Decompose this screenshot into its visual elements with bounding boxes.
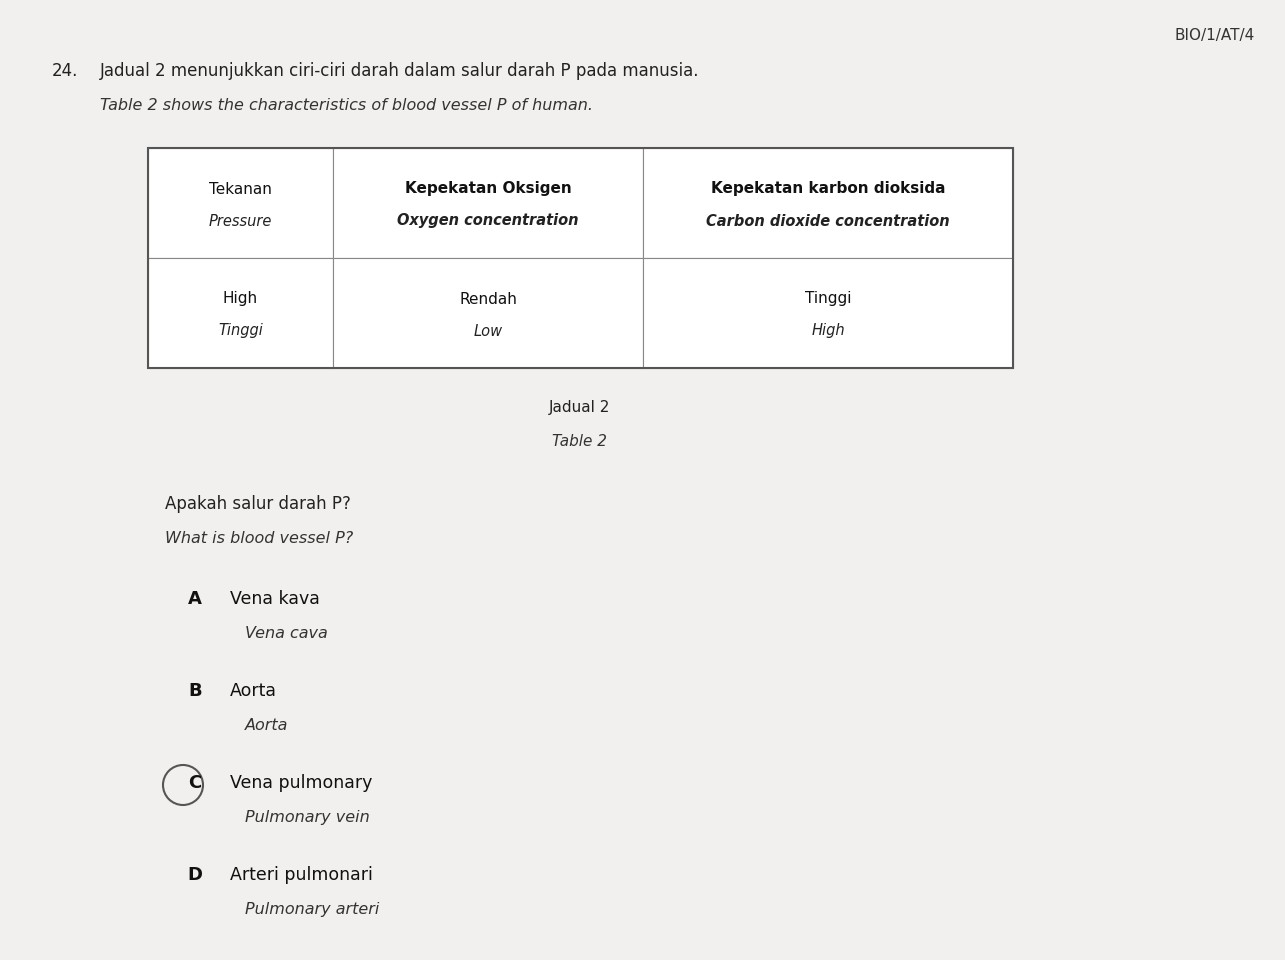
Text: Table 2: Table 2 [553,434,608,449]
Bar [148,148,1013,368]
Text: Oxygen concentration: Oxygen concentration [397,213,578,228]
Text: Tinggi: Tinggi [804,292,851,306]
Bar [642,258,1013,368]
Text: 24.: 24. [51,62,78,80]
Text: Kepekatan Oksigen: Kepekatan Oksigen [405,181,572,197]
Text: Pulmonary arteri: Pulmonary arteri [245,902,379,917]
Text: What is blood vessel P?: What is blood vessel P? [164,531,353,546]
Text: D: D [188,866,203,884]
Text: BIO/1/AT/4: BIO/1/AT/4 [1174,28,1255,43]
Bar [333,258,642,368]
Text: Table 2 shows the characteristics of blood vessel P of human.: Table 2 shows the characteristics of blo… [100,98,592,113]
Bar [148,148,333,258]
Text: Jadual 2: Jadual 2 [549,400,610,415]
Text: Tekanan: Tekanan [209,181,272,197]
Text: C: C [189,774,202,792]
Bar [642,148,1013,258]
Text: Pulmonary vein: Pulmonary vein [245,810,370,825]
Text: Jadual 2 menunjukkan ciri-ciri darah dalam salur darah P pada manusia.: Jadual 2 menunjukkan ciri-ciri darah dal… [100,62,699,80]
Text: Arteri pulmonari: Arteri pulmonari [230,866,373,884]
Text: Vena pulmonary: Vena pulmonary [230,774,373,792]
Text: B: B [188,682,202,700]
Text: Vena kava: Vena kava [230,590,320,608]
Text: Pressure: Pressure [208,213,272,228]
Text: Vena cava: Vena cava [245,626,328,641]
Text: Carbon dioxide concentration: Carbon dioxide concentration [707,213,950,228]
Bar [148,258,333,368]
Text: Apakah salur darah P?: Apakah salur darah P? [164,495,351,513]
Text: High: High [811,324,844,339]
Text: Aorta: Aorta [245,718,288,733]
Text: Low: Low [473,324,502,339]
Text: Kepekatan karbon dioksida: Kepekatan karbon dioksida [711,181,946,197]
Bar [333,148,642,258]
Text: A: A [188,590,202,608]
Text: Aorta: Aorta [230,682,278,700]
Text: Tinggi: Tinggi [218,324,263,339]
Text: Rendah: Rendah [459,292,517,306]
Text: High: High [222,292,258,306]
